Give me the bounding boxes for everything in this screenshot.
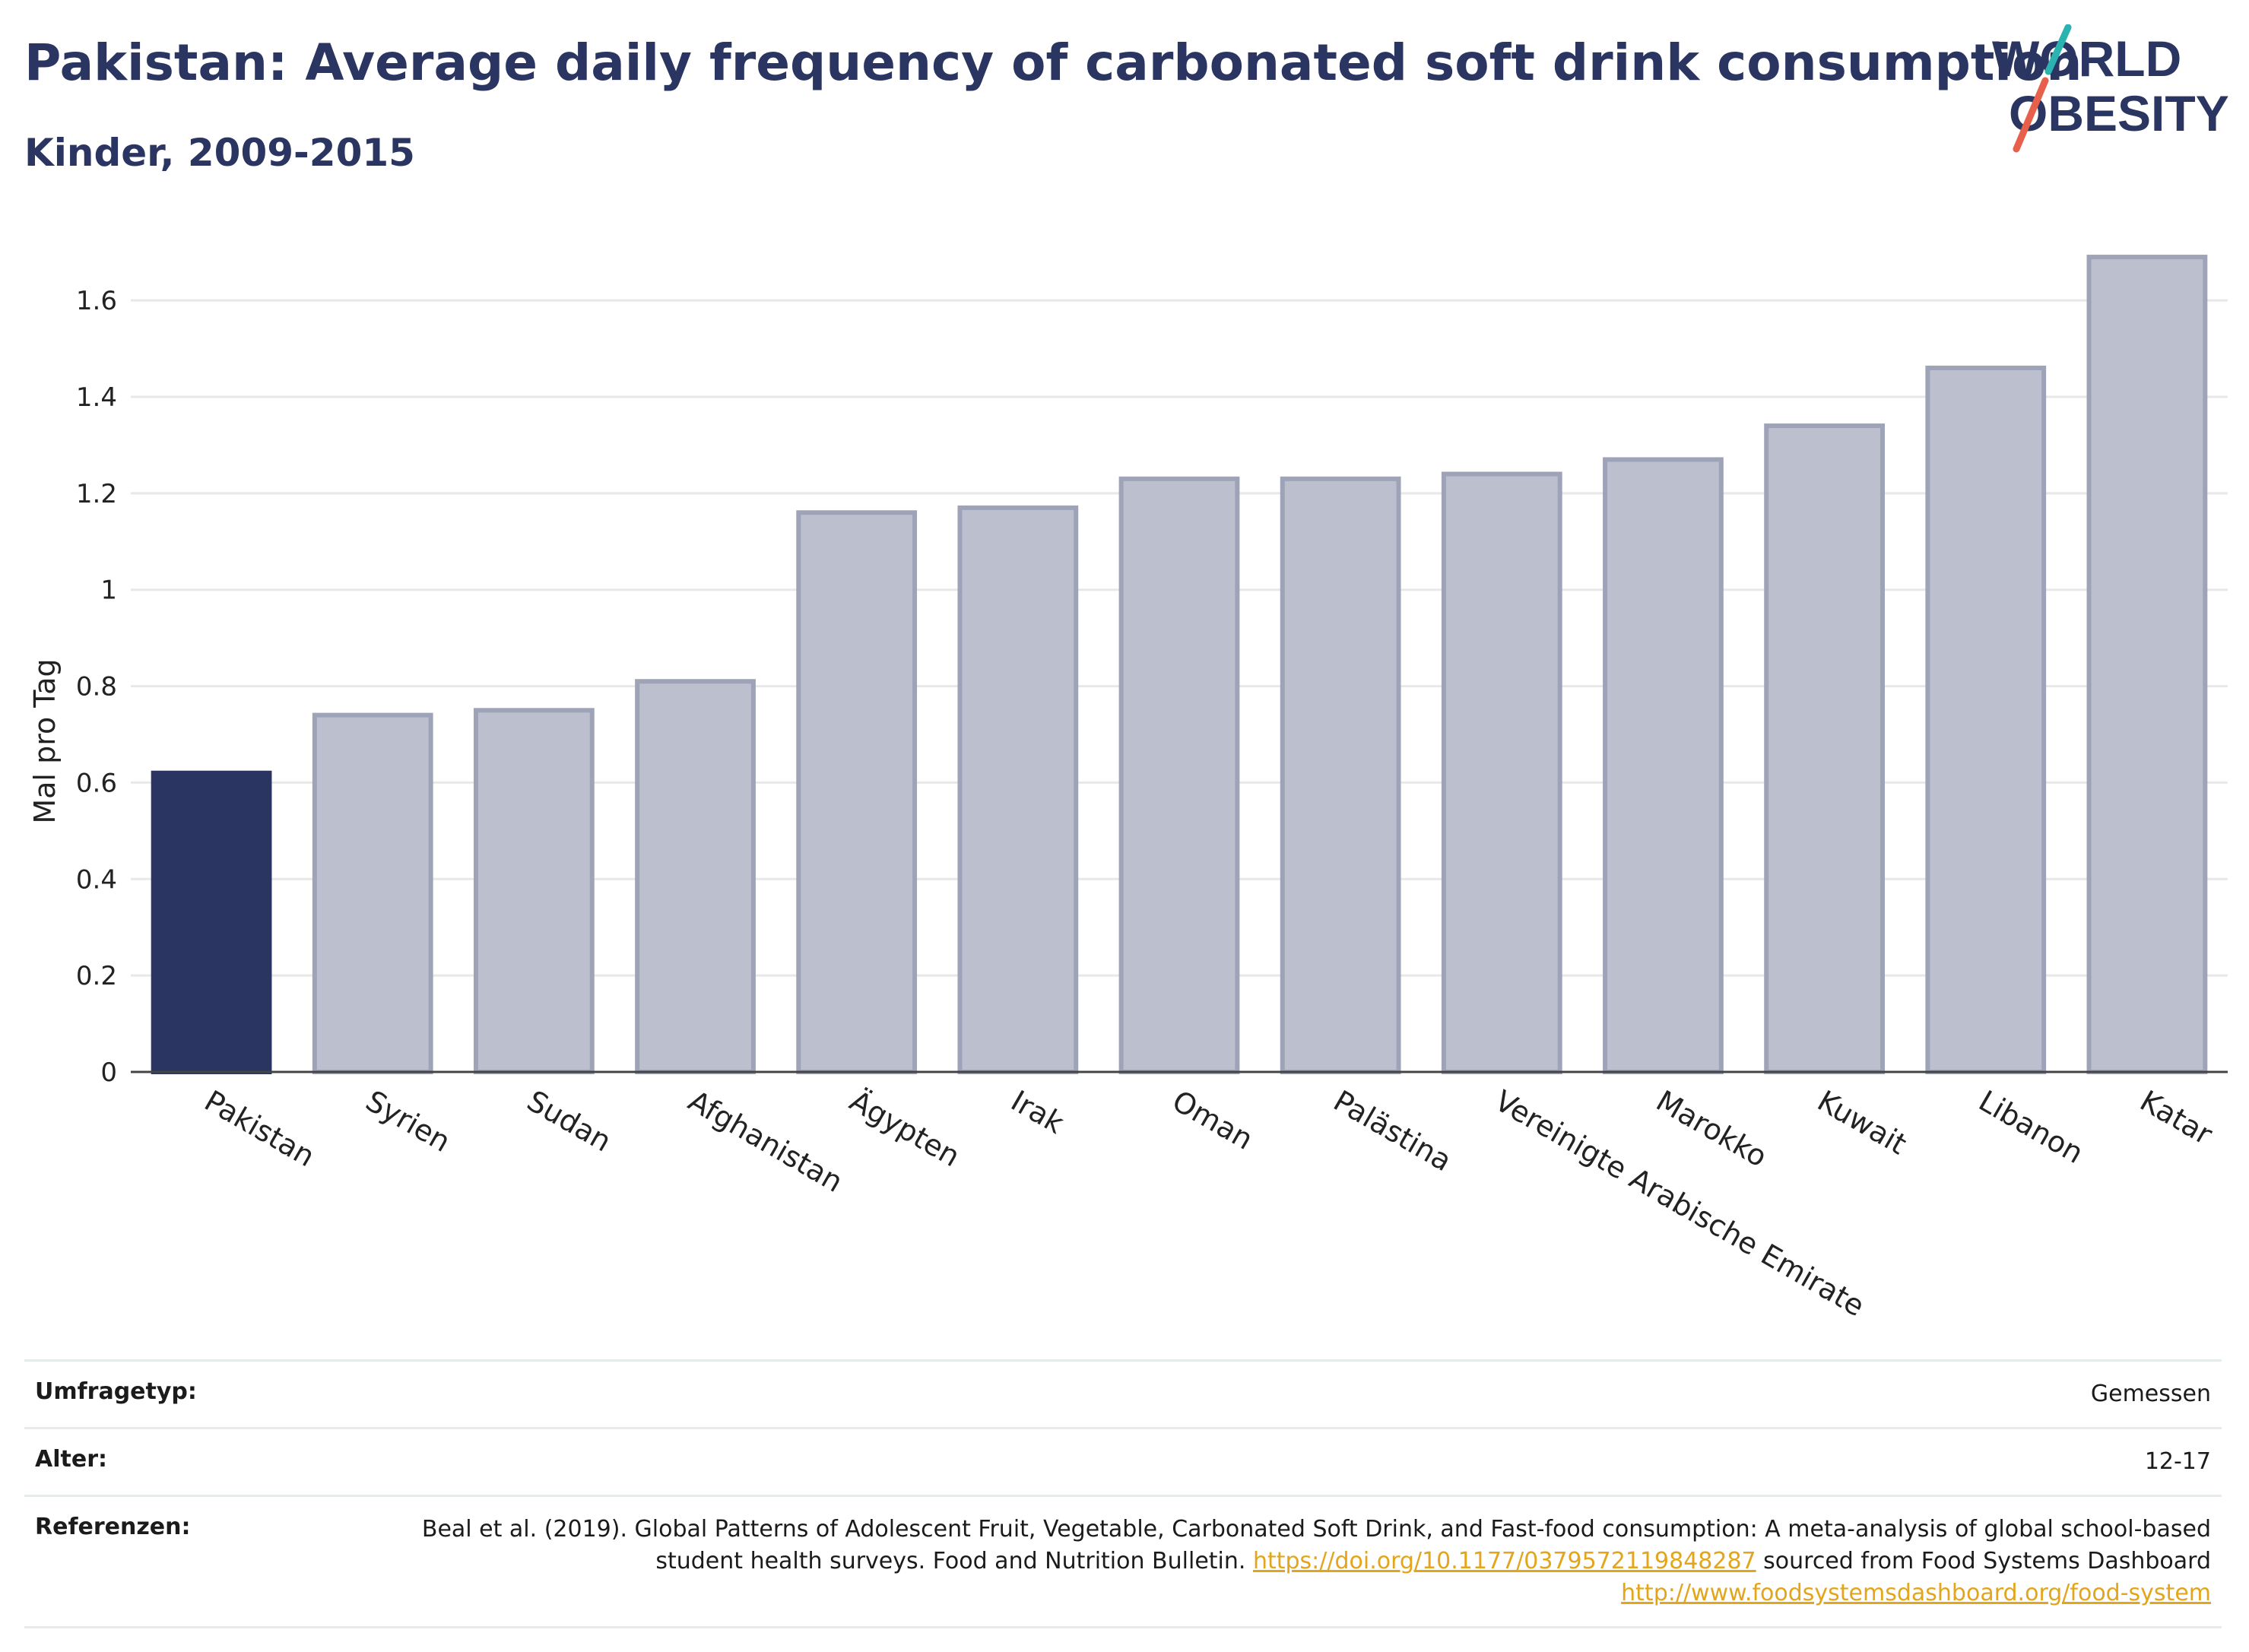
bar-palästina xyxy=(1280,476,1401,1074)
x-tick-label: Pakistan xyxy=(199,1084,321,1174)
y-tick-label: 1 xyxy=(100,576,117,606)
references-value: Beal et al. (2019). Global Patterns of A… xyxy=(319,1496,2222,1628)
doi-link[interactable]: https://doi.org/10.1177/0379572119848287 xyxy=(1252,1548,1756,1574)
x-tick-label: Syrien xyxy=(360,1084,456,1159)
x-tick-label: Palästina xyxy=(1328,1084,1458,1178)
info-table: Umfragetyp: Gemessen Alter: 12-17 Refere… xyxy=(24,1359,2222,1628)
bar-libanon xyxy=(1925,365,2047,1074)
bar-chart: 0 0.2 0.4 0.6 0.8 1 1.2 1.4 1.6 Mal pro Tag Pakist… xyxy=(28,255,2228,1323)
references-label: Referenzen: xyxy=(35,1514,191,1540)
bar-marokko xyxy=(1603,457,1724,1074)
y-tick-label: 0.2 xyxy=(76,961,117,991)
age-row: Alter: 12-17 xyxy=(24,1428,2222,1496)
bar-katar xyxy=(2086,255,2208,1074)
x-tick-label: Kuwait xyxy=(1812,1084,1912,1162)
world-obesity-logo: WORLD OBESITY xyxy=(1992,24,2229,153)
logo-line-2: OBESITY xyxy=(2009,85,2229,141)
age-value: 12-17 xyxy=(2144,1448,2211,1475)
x-tick-label: Katar xyxy=(2134,1084,2218,1152)
chart-subtitle: Kinder, 2009-2015 xyxy=(24,131,415,175)
y-tick-label: 1.6 xyxy=(76,286,117,316)
x-tick-label: Irak xyxy=(1005,1084,1069,1140)
logo-slash-coral xyxy=(2013,77,2049,153)
y-axis-label: Mal pro Tag xyxy=(28,658,62,823)
survey-type-value: Gemessen xyxy=(2090,1381,2211,1407)
y-tick-label: 1.2 xyxy=(76,479,117,509)
reference-source-text: sourced from Food Systems Dashboard xyxy=(1756,1548,2211,1574)
bar-syrien xyxy=(312,712,433,1075)
chart-title: Pakistan: Average daily frequency of car… xyxy=(24,33,2082,92)
logo-slash-teal xyxy=(2044,24,2072,75)
bar-sudan xyxy=(474,708,595,1074)
x-tick-label: Sudan xyxy=(522,1084,617,1159)
x-tick-label: Afghanistan xyxy=(683,1084,849,1199)
bar-ägypten xyxy=(796,510,918,1074)
y-tick-label: 0 xyxy=(100,1057,117,1088)
y-tick-label: 0.8 xyxy=(76,672,117,702)
logo-line-1: WORLD xyxy=(1992,30,2181,87)
x-tick-label: Libanon xyxy=(1973,1084,2089,1170)
x-tick-label: Oman xyxy=(1167,1084,1259,1156)
bar-irak xyxy=(957,505,1079,1074)
y-tick-label: 1.4 xyxy=(76,382,117,413)
y-tick-label: 0.6 xyxy=(76,768,117,798)
bar-afghanistan xyxy=(635,679,756,1074)
x-tick-label: Marokko xyxy=(1651,1084,1773,1174)
bar-pakistan xyxy=(151,770,272,1074)
survey-type-row: Umfragetyp: Gemessen xyxy=(24,1360,2222,1428)
bar-vereinigte-arabische-emirate xyxy=(1441,471,1562,1074)
bar-oman xyxy=(1118,476,1240,1074)
bar-kuwait xyxy=(1764,423,1885,1074)
reference-text: Beal et al. (2019). Global Patterns of A… xyxy=(421,1516,2211,1574)
y-tick-label: 0.4 xyxy=(76,864,117,895)
age-label: Alter: xyxy=(35,1446,107,1473)
references-row: Referenzen: Beal et al. (2019). Global P… xyxy=(24,1495,2222,1628)
food-systems-dashboard-link[interactable]: http://www.foodsystemsdashboard.org/food… xyxy=(1621,1580,2211,1606)
x-tick-label: Ägypten xyxy=(844,1084,966,1174)
survey-type-label: Umfragetyp: xyxy=(35,1378,197,1405)
